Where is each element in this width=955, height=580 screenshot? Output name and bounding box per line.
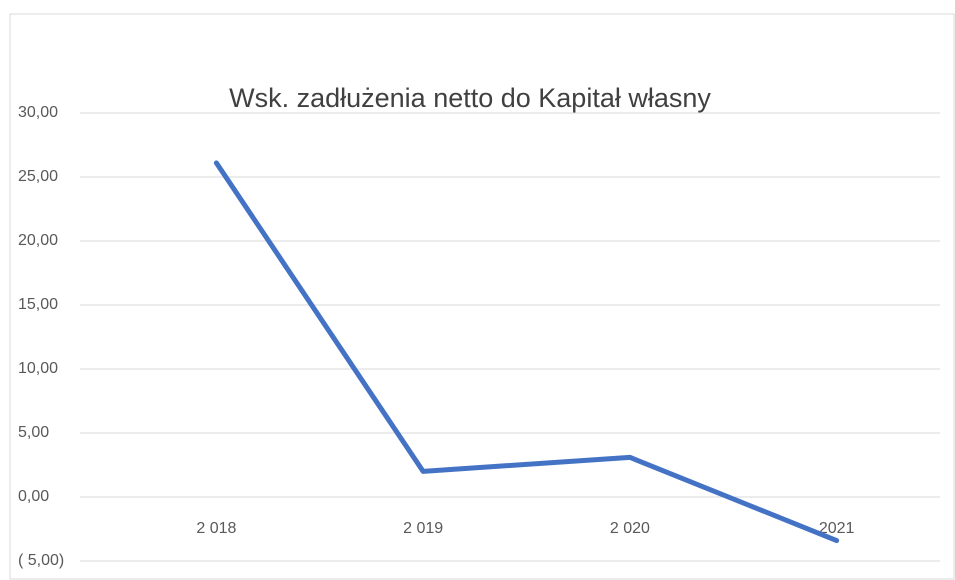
x-tick-label: 2 019	[403, 520, 443, 537]
y-tick-label: 25,00	[18, 168, 58, 185]
y-tick-label: 10,00	[18, 360, 58, 377]
chart-frame	[9, 13, 955, 580]
y-tick-label: 30,00	[18, 104, 58, 121]
y-tick-label: 20,00	[18, 232, 58, 249]
x-tick-label: 2021	[819, 520, 855, 537]
y-tick-label: ( 5,00)	[18, 552, 64, 569]
y-tick-label: 5,00	[18, 424, 49, 441]
data-line	[213, 160, 840, 544]
x-tick-label: 2 018	[196, 520, 236, 537]
x-tick-label: 2 020	[610, 520, 650, 537]
y-tick-label: 0,00	[18, 488, 49, 505]
y-tick-label: 15,00	[18, 296, 58, 313]
chart-title: Wsk. zadłużenia netto do Kapitał własny	[229, 83, 711, 113]
